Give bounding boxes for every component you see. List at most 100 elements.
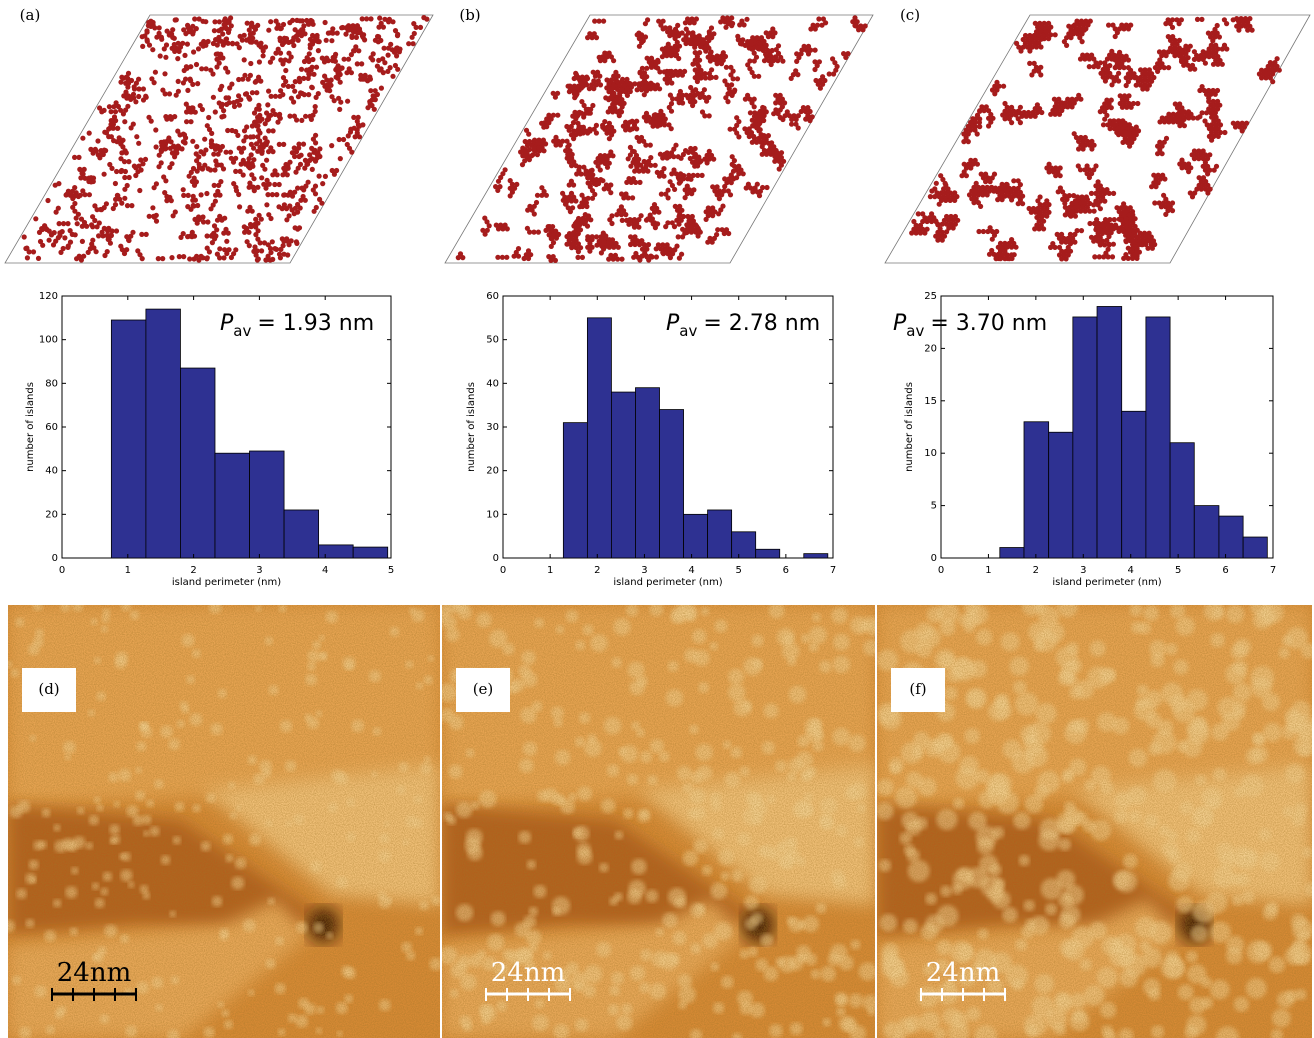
island-atom (184, 119, 189, 124)
island-atom (1116, 53, 1121, 58)
island-atom (539, 185, 544, 190)
island-atom (1018, 48, 1023, 53)
island-atom (1103, 78, 1108, 83)
island-atom (700, 109, 705, 114)
island-atom (659, 192, 664, 197)
island-atom (215, 252, 220, 257)
island-atom (1244, 17, 1249, 22)
island-atom (178, 45, 183, 50)
island-atom (665, 80, 670, 85)
scale-bar-label: 24nm (491, 958, 565, 988)
island-atom (1100, 105, 1105, 110)
island-atom (691, 187, 696, 192)
island-atom (1089, 191, 1094, 196)
island-atom (1094, 217, 1099, 222)
island-atom (1018, 105, 1023, 110)
island-atom (237, 204, 242, 209)
island-atom (77, 254, 82, 259)
island-map (445, 15, 873, 263)
island-atom (1065, 97, 1070, 102)
island-map (885, 15, 1310, 263)
island-atom (607, 153, 612, 158)
island-atom (105, 249, 110, 254)
island-atom (688, 85, 693, 90)
annotation-text: = 2.78 nm (703, 311, 820, 336)
island-atom (729, 180, 734, 185)
island-atom (994, 229, 999, 234)
island-atom (1186, 109, 1191, 114)
island-atom (683, 20, 688, 25)
island-atom (310, 167, 315, 172)
island-atom (1170, 200, 1175, 205)
island-atom (339, 66, 344, 71)
island-atom (644, 66, 649, 71)
island-atom (598, 167, 603, 172)
island-atom (599, 250, 604, 255)
island-atom (1078, 56, 1083, 61)
island-atom (53, 183, 58, 188)
island-atom (194, 62, 199, 67)
island-atom (1005, 182, 1010, 187)
island-atom (980, 185, 985, 190)
x-tick-label: 3 (1080, 565, 1086, 576)
island-atom (349, 150, 354, 155)
island-atom (551, 254, 556, 259)
stm-image: (f)24nm (876, 596, 1314, 1038)
island-atom (320, 181, 325, 186)
island-atom (228, 15, 233, 20)
island-atom (504, 255, 509, 260)
island-atom (713, 75, 718, 80)
island-atom (1135, 228, 1140, 233)
island-atom (190, 82, 195, 87)
y-tick-label: 10 (924, 448, 937, 459)
island-atom (1106, 23, 1111, 28)
island-atom (66, 243, 71, 248)
island-atom (1173, 101, 1178, 106)
island-atom (1206, 96, 1211, 101)
island-atom (212, 183, 217, 188)
island-atom (299, 186, 304, 191)
island-atom (296, 38, 301, 43)
island-atom (756, 128, 761, 133)
island-atom (192, 176, 197, 181)
island-atom (313, 191, 318, 196)
island-atom (257, 107, 262, 112)
island-atom (806, 51, 811, 56)
island-atom (555, 232, 560, 237)
island-atom (723, 25, 728, 30)
island-atom (752, 104, 757, 109)
island-atom (627, 81, 632, 86)
island-atom (309, 117, 314, 122)
island-atom (145, 37, 150, 42)
island-atom (144, 95, 149, 100)
island-atom (390, 74, 395, 79)
panel-label: (e) (473, 680, 494, 698)
island-atom (176, 79, 181, 84)
island-atom (776, 43, 781, 48)
island-atom (224, 150, 229, 155)
annotation-text: = 1.93 nm (257, 311, 374, 336)
island-atom (217, 100, 222, 105)
island-atom (286, 51, 291, 56)
island-atom (206, 166, 211, 171)
island-atom (581, 114, 586, 119)
island-atom (611, 58, 616, 63)
island-atom (608, 190, 613, 195)
island-atom (696, 228, 701, 233)
island-atom (280, 42, 285, 47)
island-atom (339, 25, 344, 30)
island-atom (1068, 240, 1073, 245)
island-atom (736, 134, 741, 139)
island-atom (645, 56, 650, 61)
island-atom (1132, 244, 1137, 249)
island-atom (799, 48, 804, 53)
island-atom (505, 226, 510, 231)
island-atom (148, 19, 153, 24)
y-tick-label: 50 (486, 335, 499, 346)
island-atom (119, 168, 124, 173)
island-atom (813, 26, 818, 31)
island-atom (312, 38, 317, 43)
island-atom (299, 118, 304, 123)
island-atom (541, 148, 546, 153)
island-atom (606, 257, 611, 262)
